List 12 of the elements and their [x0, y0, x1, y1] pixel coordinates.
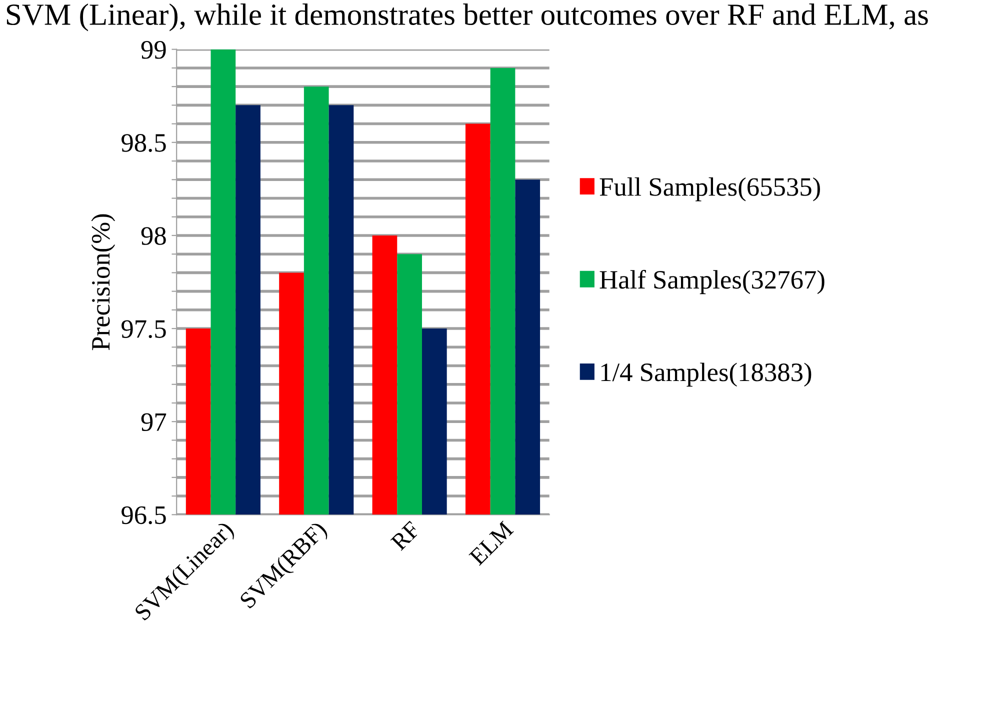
- legend-label: Full Samples(65535): [600, 177, 820, 202]
- y-tick-label: 99: [141, 41, 166, 59]
- y-tick-label: 98.5: [122, 134, 166, 152]
- y-axis-title: Precision(%): [91, 214, 116, 350]
- y-tick-label: 97: [141, 413, 166, 432]
- y-tick-label: 97.5: [122, 320, 166, 338]
- text: SVM (Linear), while it demonstrates better outcomes over RF and ELM, as: [6, 4, 928, 32]
- y-tick-label: 96.5: [122, 506, 166, 524]
- legend-label: 1/4 Samples(18383): [601, 362, 812, 387]
- legend-label: Half Samples(32767): [600, 270, 824, 294]
- y-tick-label: 98: [141, 227, 166, 245]
- x-tick-label: RF: [390, 520, 421, 552]
